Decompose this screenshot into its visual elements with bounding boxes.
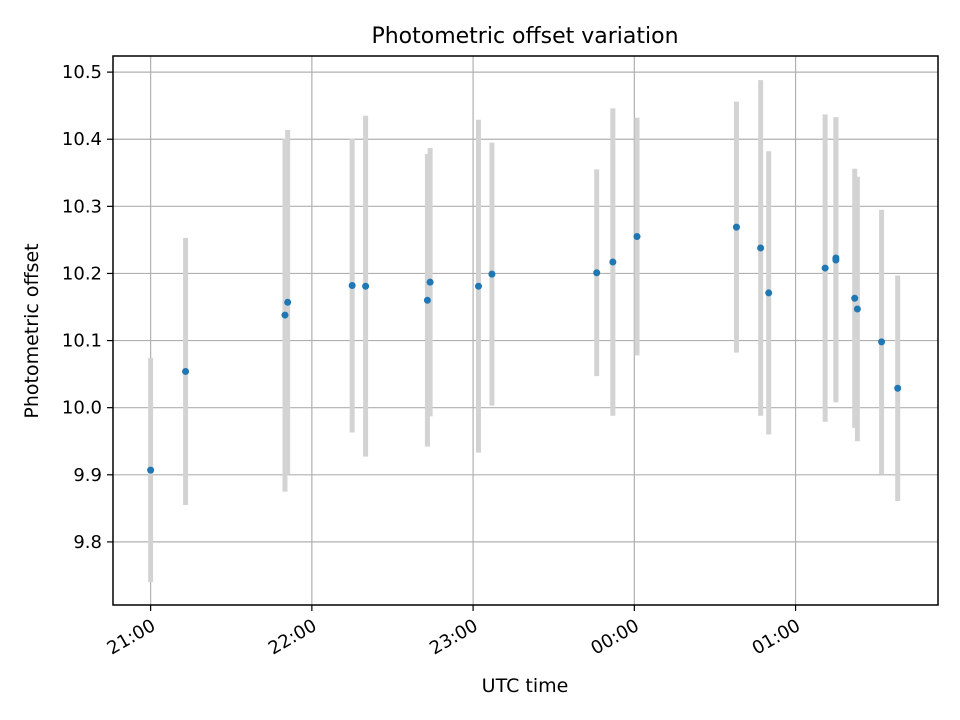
data-point	[593, 269, 601, 277]
chart-title: Photometric offset variation	[371, 24, 678, 49]
data-point	[757, 244, 765, 252]
data-point	[765, 289, 773, 297]
x-axis-ticks: 21:00 22:00 23:00 00:00 01:00	[104, 605, 804, 659]
data-point	[851, 294, 859, 302]
data-point	[821, 264, 829, 272]
data-point	[423, 296, 431, 304]
data-point	[633, 233, 641, 241]
y-tick-label: 10.5	[62, 62, 102, 83]
data-points	[147, 223, 902, 474]
grid	[113, 56, 938, 605]
data-point	[474, 282, 482, 290]
data-point	[147, 466, 155, 474]
data-point	[362, 282, 370, 290]
y-tick-label: 10.4	[62, 129, 102, 150]
data-point	[853, 305, 861, 313]
x-tick-label: 01:00	[749, 615, 804, 659]
data-point	[832, 256, 840, 264]
data-point	[878, 338, 886, 346]
data-point	[182, 367, 190, 375]
x-axis-label: UTC time	[482, 675, 569, 697]
x-tick-label: 21:00	[104, 615, 159, 659]
data-point	[348, 282, 356, 290]
y-tick-label: 10.0	[62, 398, 102, 419]
data-point	[609, 258, 617, 266]
data-point	[284, 298, 292, 306]
y-tick-label: 10.3	[62, 196, 102, 217]
data-point	[426, 278, 434, 286]
y-tick-label: 9.9	[73, 465, 102, 486]
x-tick-label: 22:00	[265, 615, 320, 659]
x-tick-label: 23:00	[426, 615, 481, 659]
plot-frame	[112, 55, 939, 606]
y-tick-label: 9.8	[73, 532, 102, 553]
data-point	[732, 223, 740, 231]
errorbars	[148, 80, 901, 583]
y-tick-label: 10.2	[62, 263, 102, 284]
x-tick-label: 00:00	[587, 615, 642, 659]
data-point	[281, 311, 289, 319]
data-point	[894, 384, 902, 392]
data-point	[488, 270, 496, 278]
y-tick-label: 10.1	[62, 331, 102, 352]
y-axis-label: Photometric offset	[21, 243, 43, 418]
y-axis-ticks: 9.8 9.9 10.0 10.1 10.2 10.3 10.4 10.5	[62, 62, 113, 553]
